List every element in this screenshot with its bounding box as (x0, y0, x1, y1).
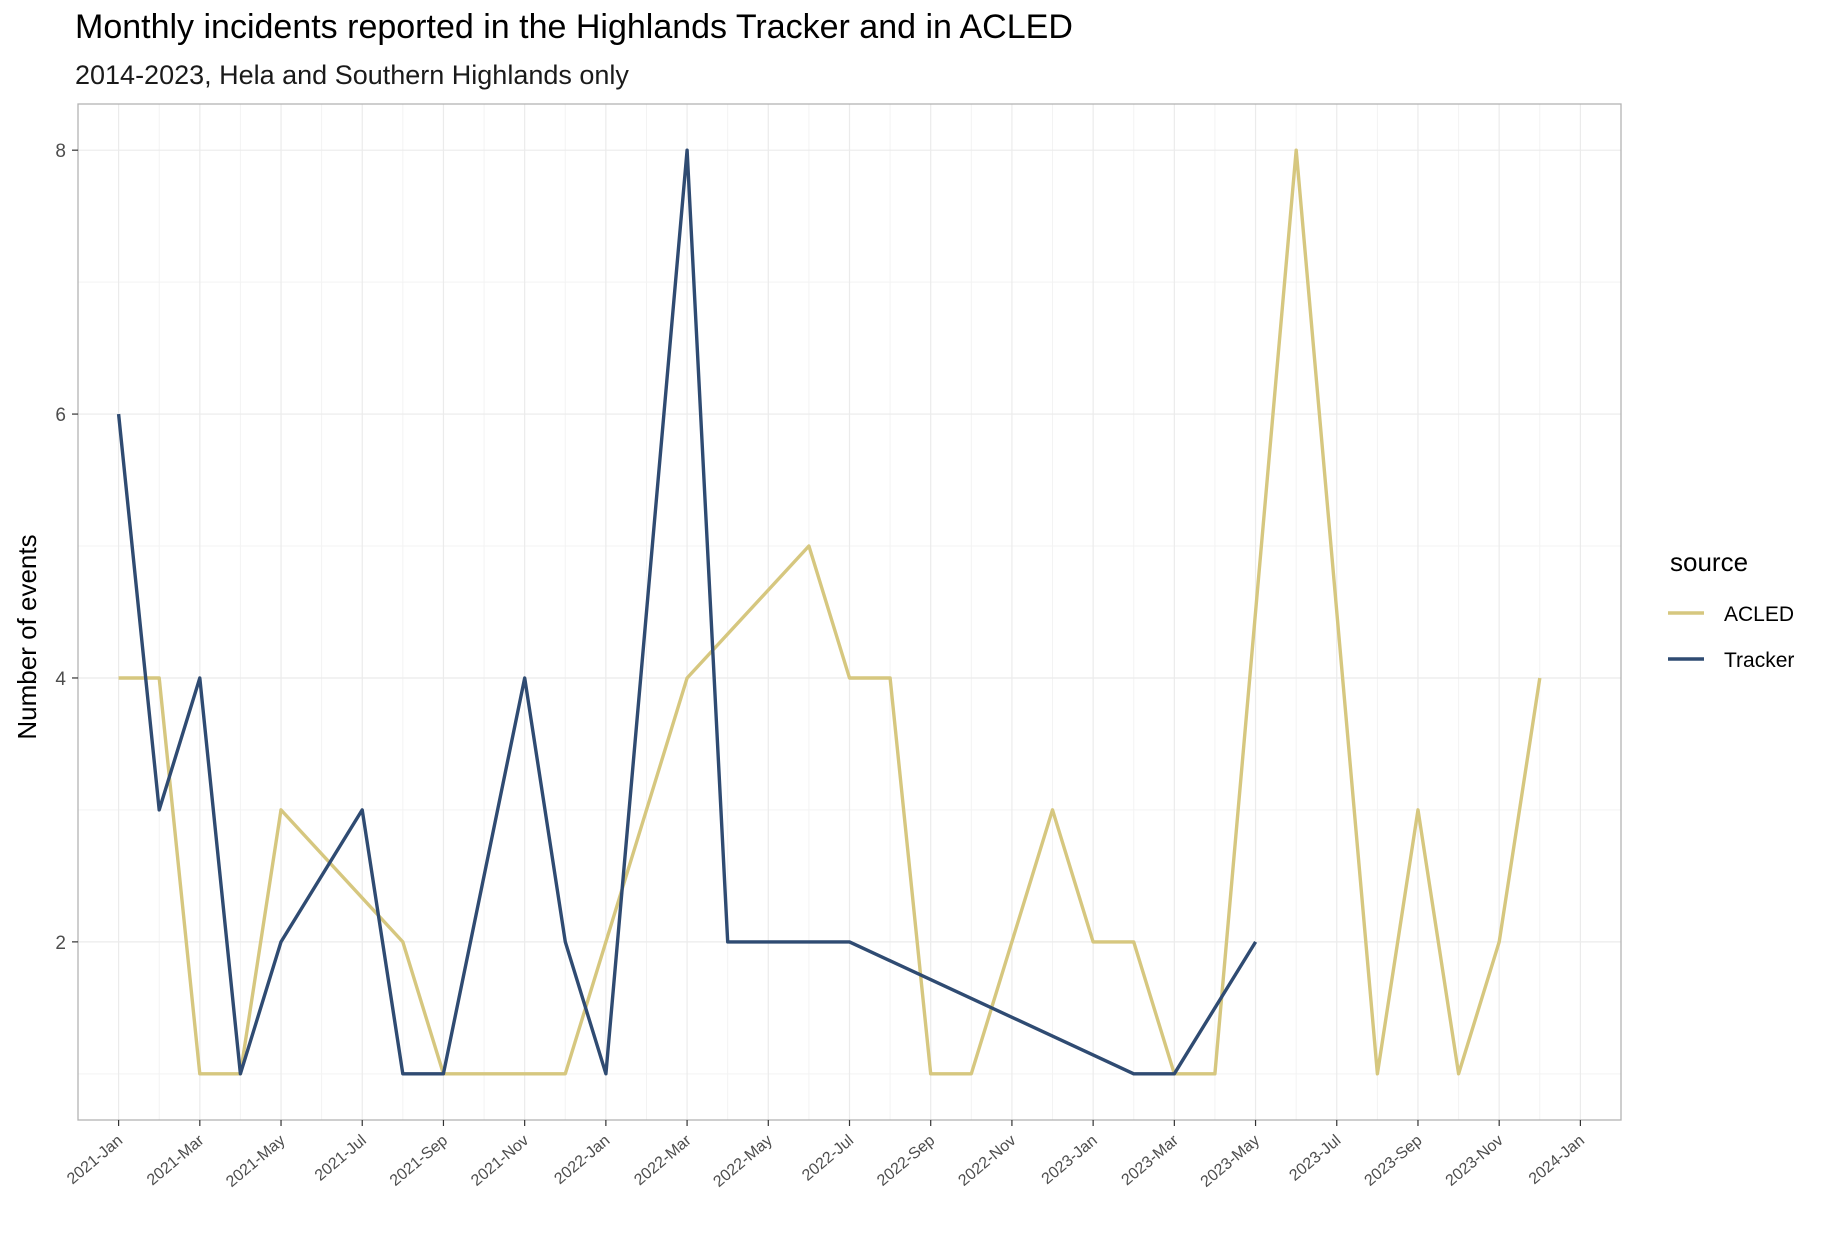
legend: source ACLED Tracker (1668, 547, 1794, 672)
x-tick-label: 2022-Sep (874, 1132, 938, 1190)
y-tick-label: 2 (55, 933, 66, 954)
x-tick-label: 2024-Jan (1526, 1132, 1588, 1188)
series-line-tracker (116, 148, 1258, 1076)
x-tick-label: 2021-May (223, 1132, 288, 1191)
x-tick-label: 2021-Jul (312, 1132, 370, 1184)
series-layer (116, 148, 1542, 1076)
x-tick-label: 2021-Nov (468, 1132, 532, 1190)
x-tick-label: 2021-Sep (387, 1132, 451, 1190)
legend-label-acled: ACLED (1724, 603, 1794, 626)
y-tick-label: 6 (55, 405, 66, 426)
x-axis: 2021-Jan 2021-Mar 2021-May 2021-Jul 2021-Sep… (64, 1120, 1588, 1191)
chart-subtitle: 2014-2023, Hela and Southern Highlands o… (75, 60, 629, 90)
y-tick-label: 8 (55, 141, 66, 162)
x-tick-label: 2021-Mar (144, 1132, 208, 1189)
y-tick-label: 4 (55, 669, 66, 690)
series-line-acled (118, 148, 1542, 1076)
legend-title: source (1670, 547, 1748, 577)
x-tick-label: 2023-Sep (1361, 1132, 1425, 1190)
x-tick-label: 2023-Jul (1286, 1132, 1344, 1184)
y-axis-title: Number of events (12, 534, 42, 739)
x-tick-label: 2023-Nov (1443, 1132, 1507, 1190)
legend-label-tracker: Tracker (1724, 649, 1794, 672)
x-tick-label: 2023-May (1198, 1132, 1263, 1191)
grid-major (78, 104, 1621, 1120)
x-tick-label: 2022-Jul (799, 1132, 857, 1184)
x-tick-label: 2022-May (710, 1132, 775, 1191)
x-tick-label: 2023-Mar (1119, 1132, 1183, 1189)
x-tick-label: 2022-Nov (955, 1132, 1019, 1190)
x-tick-label: 2021-Jan (64, 1132, 126, 1188)
y-axis: 2 4 6 8 (55, 141, 78, 954)
chart-title: Monthly incidents reported in the Highla… (75, 8, 1073, 46)
x-tick-label: 2022-Jan (551, 1132, 613, 1188)
x-tick-label: 2023-Jan (1039, 1132, 1101, 1188)
x-tick-label: 2022-Mar (631, 1132, 695, 1189)
